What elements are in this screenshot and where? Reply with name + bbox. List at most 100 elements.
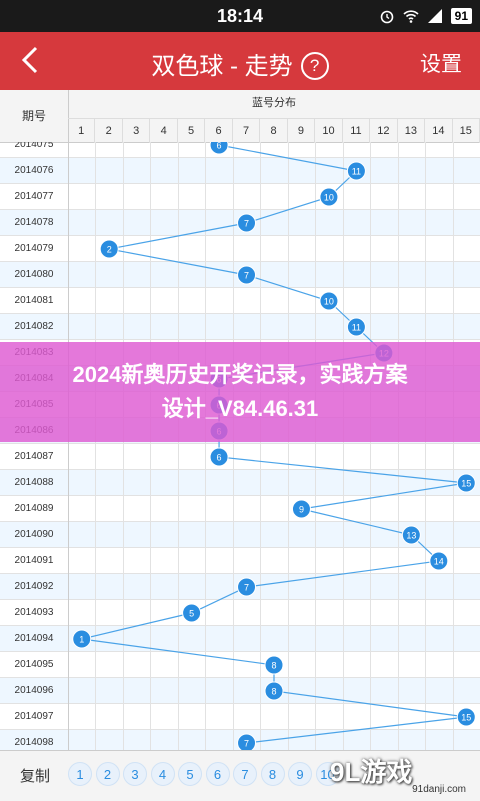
- period-label: 2014095: [0, 652, 69, 678]
- table-row: 2014076: [0, 158, 480, 184]
- svg-text:7: 7: [244, 739, 249, 749]
- promo-banner[interactable]: 2024新奥历史开奖记录，实践方案 设计_V84.46.31: [0, 342, 480, 442]
- svg-text:14: 14: [434, 557, 444, 567]
- svg-text:10: 10: [324, 193, 334, 203]
- column-header-6: 6: [205, 119, 233, 143]
- period-label: 2014078: [0, 210, 69, 236]
- column-header-10: 10: [315, 119, 343, 143]
- wifi-icon: [403, 10, 419, 23]
- copy-number-button-4[interactable]: 4: [150, 762, 175, 786]
- table-row: 2014095: [0, 652, 480, 678]
- footer-bar: 复制 1 2 3 4 5 6 7 8 9 10: [0, 750, 480, 801]
- status-icons: 91: [379, 8, 472, 24]
- table-row: 2014096: [0, 678, 480, 704]
- table-row: 2014077: [0, 184, 480, 210]
- ball-2014098: 7: [237, 733, 257, 750]
- copy-number-button-3[interactable]: 3: [123, 762, 147, 786]
- svg-text:11: 11: [352, 323, 361, 333]
- ball-2014078: 7: [237, 213, 257, 233]
- ball-2014082: 11: [346, 317, 366, 337]
- svg-text:11: 11: [352, 167, 361, 177]
- period-label: 2014088: [0, 470, 69, 496]
- table-row: 2014087: [0, 444, 480, 470]
- table-row: 2014082: [0, 314, 480, 340]
- copy-number-button-1[interactable]: 1: [68, 762, 92, 786]
- table-row: 2014090: [0, 522, 480, 548]
- period-label: 2014082: [0, 314, 69, 340]
- grid-column-line: [287, 142, 289, 750]
- copy-number-button-8[interactable]: 8: [260, 762, 285, 786]
- trend-line: [81, 144, 467, 744]
- ball-2014090: 13: [401, 525, 421, 545]
- grid-column-line: [452, 142, 454, 750]
- svg-text:7: 7: [244, 219, 249, 229]
- period-label: 2014090: [0, 522, 69, 548]
- table-row: 2014088: [0, 470, 480, 496]
- table-row: 2014091: [0, 548, 480, 574]
- ball-2014092: 7: [237, 577, 257, 597]
- table-row: 2014075: [0, 142, 480, 158]
- help-icon[interactable]: ?: [300, 52, 329, 80]
- ball-2014087: 6: [209, 447, 229, 467]
- svg-text:7: 7: [244, 583, 249, 593]
- grid-column-line: [370, 142, 372, 750]
- svg-text:10: 10: [324, 297, 334, 307]
- signal-icon: [427, 9, 442, 23]
- copy-number-button-10[interactable]: 10: [315, 762, 340, 786]
- grid-column-line: [315, 142, 317, 750]
- svg-text:8: 8: [271, 661, 276, 671]
- grid-column-line: [397, 142, 399, 750]
- back-arrow-icon[interactable]: [10, 40, 50, 80]
- period-label: 2014096: [0, 678, 69, 704]
- ball-2014075: 6: [209, 142, 229, 155]
- ball-2014094: 1: [72, 629, 92, 649]
- period-label: 2014080: [0, 262, 69, 288]
- svg-text:13: 13: [406, 531, 416, 541]
- title-bar: 双色球 - 走势? 设置: [0, 32, 480, 90]
- period-label: 2014092: [0, 574, 69, 600]
- svg-text:7: 7: [244, 271, 249, 281]
- ball-2014077: 10: [319, 187, 339, 207]
- copy-number-button-9[interactable]: 9: [288, 762, 312, 786]
- ball-2014095: 8: [264, 655, 284, 675]
- grid-column-line: [95, 142, 97, 750]
- column-header-13: 13: [398, 119, 426, 143]
- ball-2014089: 9: [291, 499, 311, 519]
- grid-column-line: [232, 142, 234, 750]
- column-header-3: 3: [123, 119, 151, 143]
- period-label: 2014093: [0, 600, 69, 626]
- table-row: 2014093: [0, 600, 480, 626]
- grid-column-line: [150, 142, 152, 750]
- table-row: 2014089: [0, 496, 480, 522]
- column-header-15: 15: [453, 119, 480, 143]
- ball-2014080: 7: [237, 265, 257, 285]
- settings-button[interactable]: 设置: [420, 53, 462, 76]
- period-label: 2014098: [0, 730, 69, 750]
- table-header: 期号 蓝号分布 1 2 3 4 5 6 7 8 9 10 11 12 13 14 15: [0, 90, 480, 143]
- svg-text:1: 1: [79, 635, 84, 645]
- copy-number-button-2[interactable]: 2: [95, 762, 120, 786]
- column-header-7: 7: [233, 119, 261, 143]
- ball-2014091: 14: [429, 551, 449, 571]
- ball-2014076: 11: [346, 161, 366, 181]
- period-label: 2014091: [0, 548, 69, 574]
- table-row: 2014079: [0, 236, 480, 262]
- copy-number-button-7[interactable]: 7: [233, 762, 257, 786]
- copy-number-button-6[interactable]: 6: [205, 762, 230, 786]
- svg-text:15: 15: [461, 713, 471, 723]
- ball-2014081: 10: [319, 291, 339, 311]
- watermark-brand: 9L游戏: [330, 757, 413, 787]
- table-row: 2014097: [0, 704, 480, 730]
- svg-text:6: 6: [217, 142, 222, 151]
- svg-text:5: 5: [189, 609, 194, 619]
- banner-line-2: 设计_V84.46.31: [161, 396, 319, 421]
- column-header-5: 5: [178, 119, 206, 143]
- copy-number-button-5[interactable]: 5: [178, 762, 202, 786]
- period-label: 2014077: [0, 184, 69, 210]
- grid-column-line: [342, 142, 344, 750]
- number-column-headers: 1 2 3 4 5 6 7 8 9 10 11 12 13 14 15: [68, 118, 480, 143]
- svg-text:8: 8: [271, 687, 276, 697]
- period-label: 2014079: [0, 236, 69, 262]
- period-label: 2014081: [0, 288, 69, 314]
- trend-grid[interactable]: 2014075 2014076 2014077 2014078 2014079 20140…: [0, 142, 480, 750]
